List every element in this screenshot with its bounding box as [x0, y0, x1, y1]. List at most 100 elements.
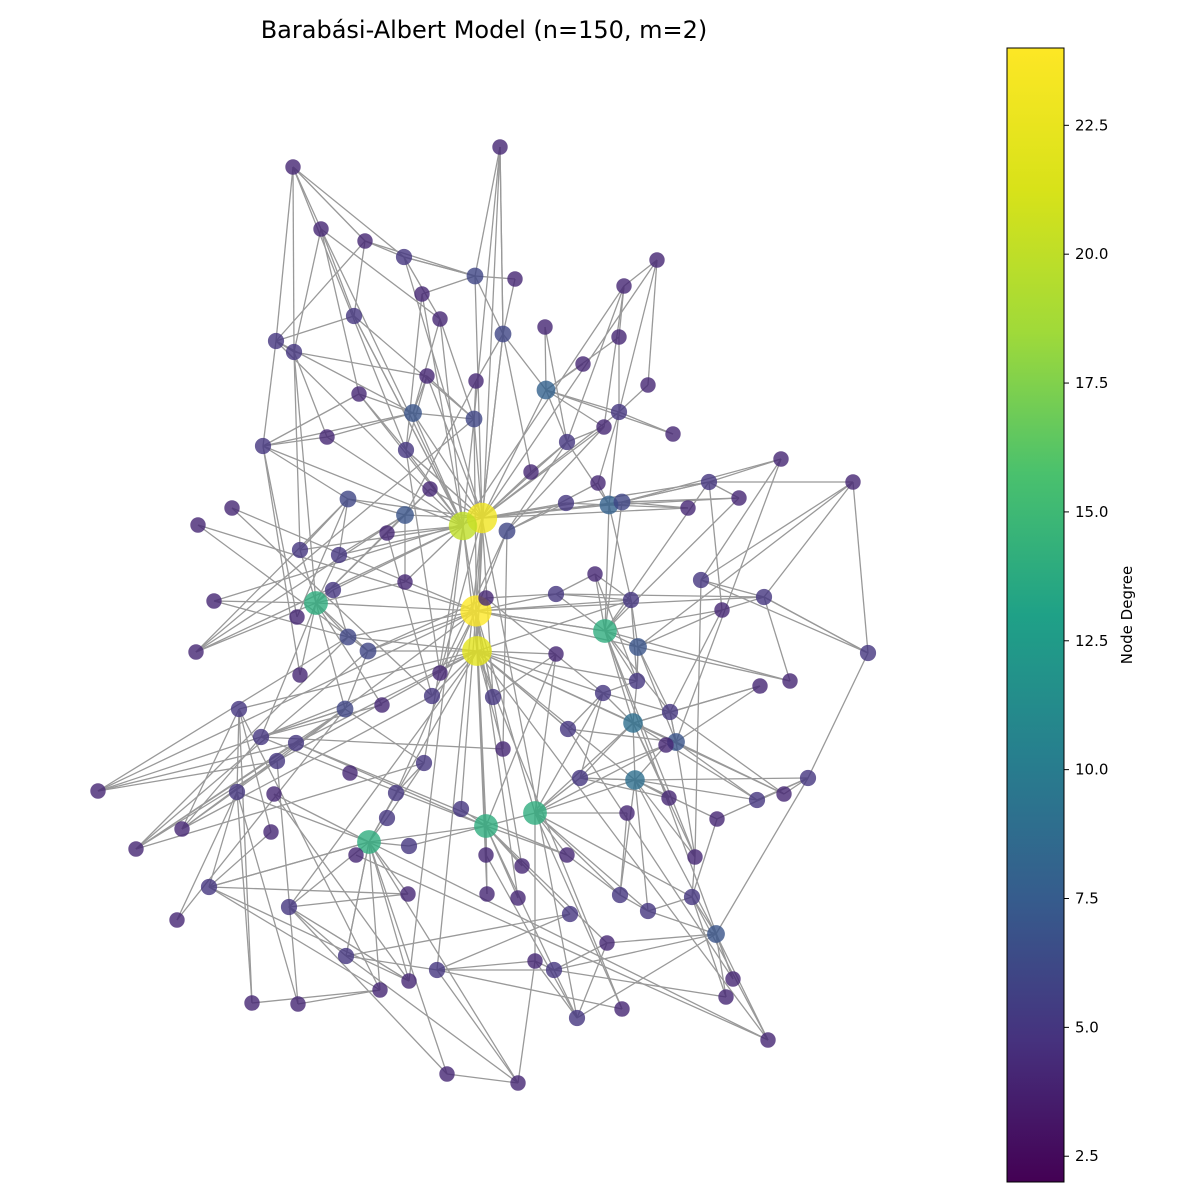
edge-283	[405, 449, 441, 674]
node-4	[304, 591, 328, 615]
node-100	[782, 673, 798, 689]
edge-243	[502, 530, 508, 750]
edge-228	[474, 146, 501, 277]
edge-370	[567, 728, 734, 980]
edge-300	[597, 411, 620, 484]
edge-269	[97, 708, 346, 792]
edge-76	[260, 650, 478, 738]
edge-214	[637, 646, 671, 713]
edge-205	[675, 458, 782, 743]
node-113	[527, 953, 543, 969]
edge-389	[576, 942, 608, 1019]
edge-419	[618, 259, 658, 413]
node-148	[348, 847, 364, 863]
edge-447	[691, 896, 769, 1041]
edge-277	[293, 351, 301, 551]
node-122	[244, 995, 260, 1011]
edge-260	[197, 524, 369, 652]
edge-134	[534, 812, 693, 898]
edge-363	[181, 695, 433, 830]
edge-288	[353, 315, 464, 527]
edge-107	[604, 497, 740, 632]
node-46	[337, 947, 355, 965]
edge-106	[604, 501, 623, 632]
edge-289	[262, 445, 298, 618]
edge-99	[260, 602, 317, 738]
nodes-layer	[90, 139, 877, 1091]
edge-125	[368, 825, 487, 843]
colorbar-ticks: 2.5 5.0 7.5 10.0 12.5 15.0 17.5 20.0 22.5	[1064, 116, 1108, 1165]
edge-181	[634, 779, 717, 935]
edge-32	[262, 445, 464, 527]
node-34	[558, 433, 576, 451]
edge-219	[647, 910, 717, 935]
edge-172	[632, 722, 758, 801]
edge-422	[603, 285, 625, 428]
edge-366	[492, 696, 523, 867]
edge-320	[476, 599, 632, 652]
node-146	[718, 989, 734, 1005]
node-70	[683, 888, 701, 906]
node-92	[523, 464, 539, 480]
node-7	[523, 801, 547, 825]
node-90	[419, 368, 435, 384]
node-99	[714, 602, 730, 618]
edge-333	[97, 742, 297, 792]
edge-232	[475, 333, 504, 382]
edge-282	[405, 293, 423, 451]
edge-299	[618, 411, 674, 435]
edge-341	[208, 886, 409, 895]
edge-21	[436, 517, 483, 971]
edge-204	[404, 380, 477, 516]
edge-80	[476, 650, 623, 1010]
edge-203	[338, 514, 406, 556]
edge-158	[544, 326, 547, 391]
edge-190	[566, 441, 610, 506]
node-78	[665, 426, 681, 442]
edge-294	[403, 256, 476, 277]
edge-4	[412, 412, 483, 519]
edge-427	[320, 228, 441, 320]
edge-387	[579, 692, 604, 779]
edge-146	[368, 841, 519, 1084]
colorbar-tick-label-4: 12.5	[1075, 632, 1108, 650]
node-50	[484, 688, 502, 706]
edge-342	[208, 831, 272, 888]
edge-278	[293, 351, 428, 377]
edge-292	[262, 436, 328, 447]
node-133	[188, 644, 204, 660]
edge-27	[421, 293, 464, 527]
edge-126	[349, 772, 487, 827]
edge-246	[621, 497, 740, 503]
edge-304	[506, 441, 568, 532]
node-84	[432, 311, 448, 327]
edge-426	[320, 228, 360, 395]
edge-351	[345, 913, 571, 957]
edge-202	[195, 514, 406, 653]
edge-386	[602, 692, 671, 713]
edge-52	[367, 610, 477, 652]
edge-316	[694, 579, 702, 858]
edge-163	[545, 389, 674, 435]
node-57	[545, 961, 563, 979]
node-35	[700, 473, 718, 491]
edge-75	[238, 650, 478, 710]
edge-253	[195, 498, 349, 653]
node-141	[478, 590, 494, 606]
edge-431	[292, 166, 407, 451]
node-80	[537, 319, 553, 335]
edge-335	[295, 742, 568, 856]
edge-40	[423, 525, 464, 764]
node-136	[224, 500, 240, 516]
edge-211	[675, 741, 758, 801]
edge-420	[481, 259, 658, 519]
edge-244	[506, 502, 567, 532]
edge-174	[634, 777, 809, 781]
edge-369	[567, 692, 604, 730]
node-48	[415, 754, 433, 772]
edge-213	[637, 481, 854, 648]
edge-445	[355, 854, 769, 1041]
edge-270	[275, 166, 294, 342]
node-71	[639, 902, 657, 920]
node-85	[357, 233, 373, 249]
